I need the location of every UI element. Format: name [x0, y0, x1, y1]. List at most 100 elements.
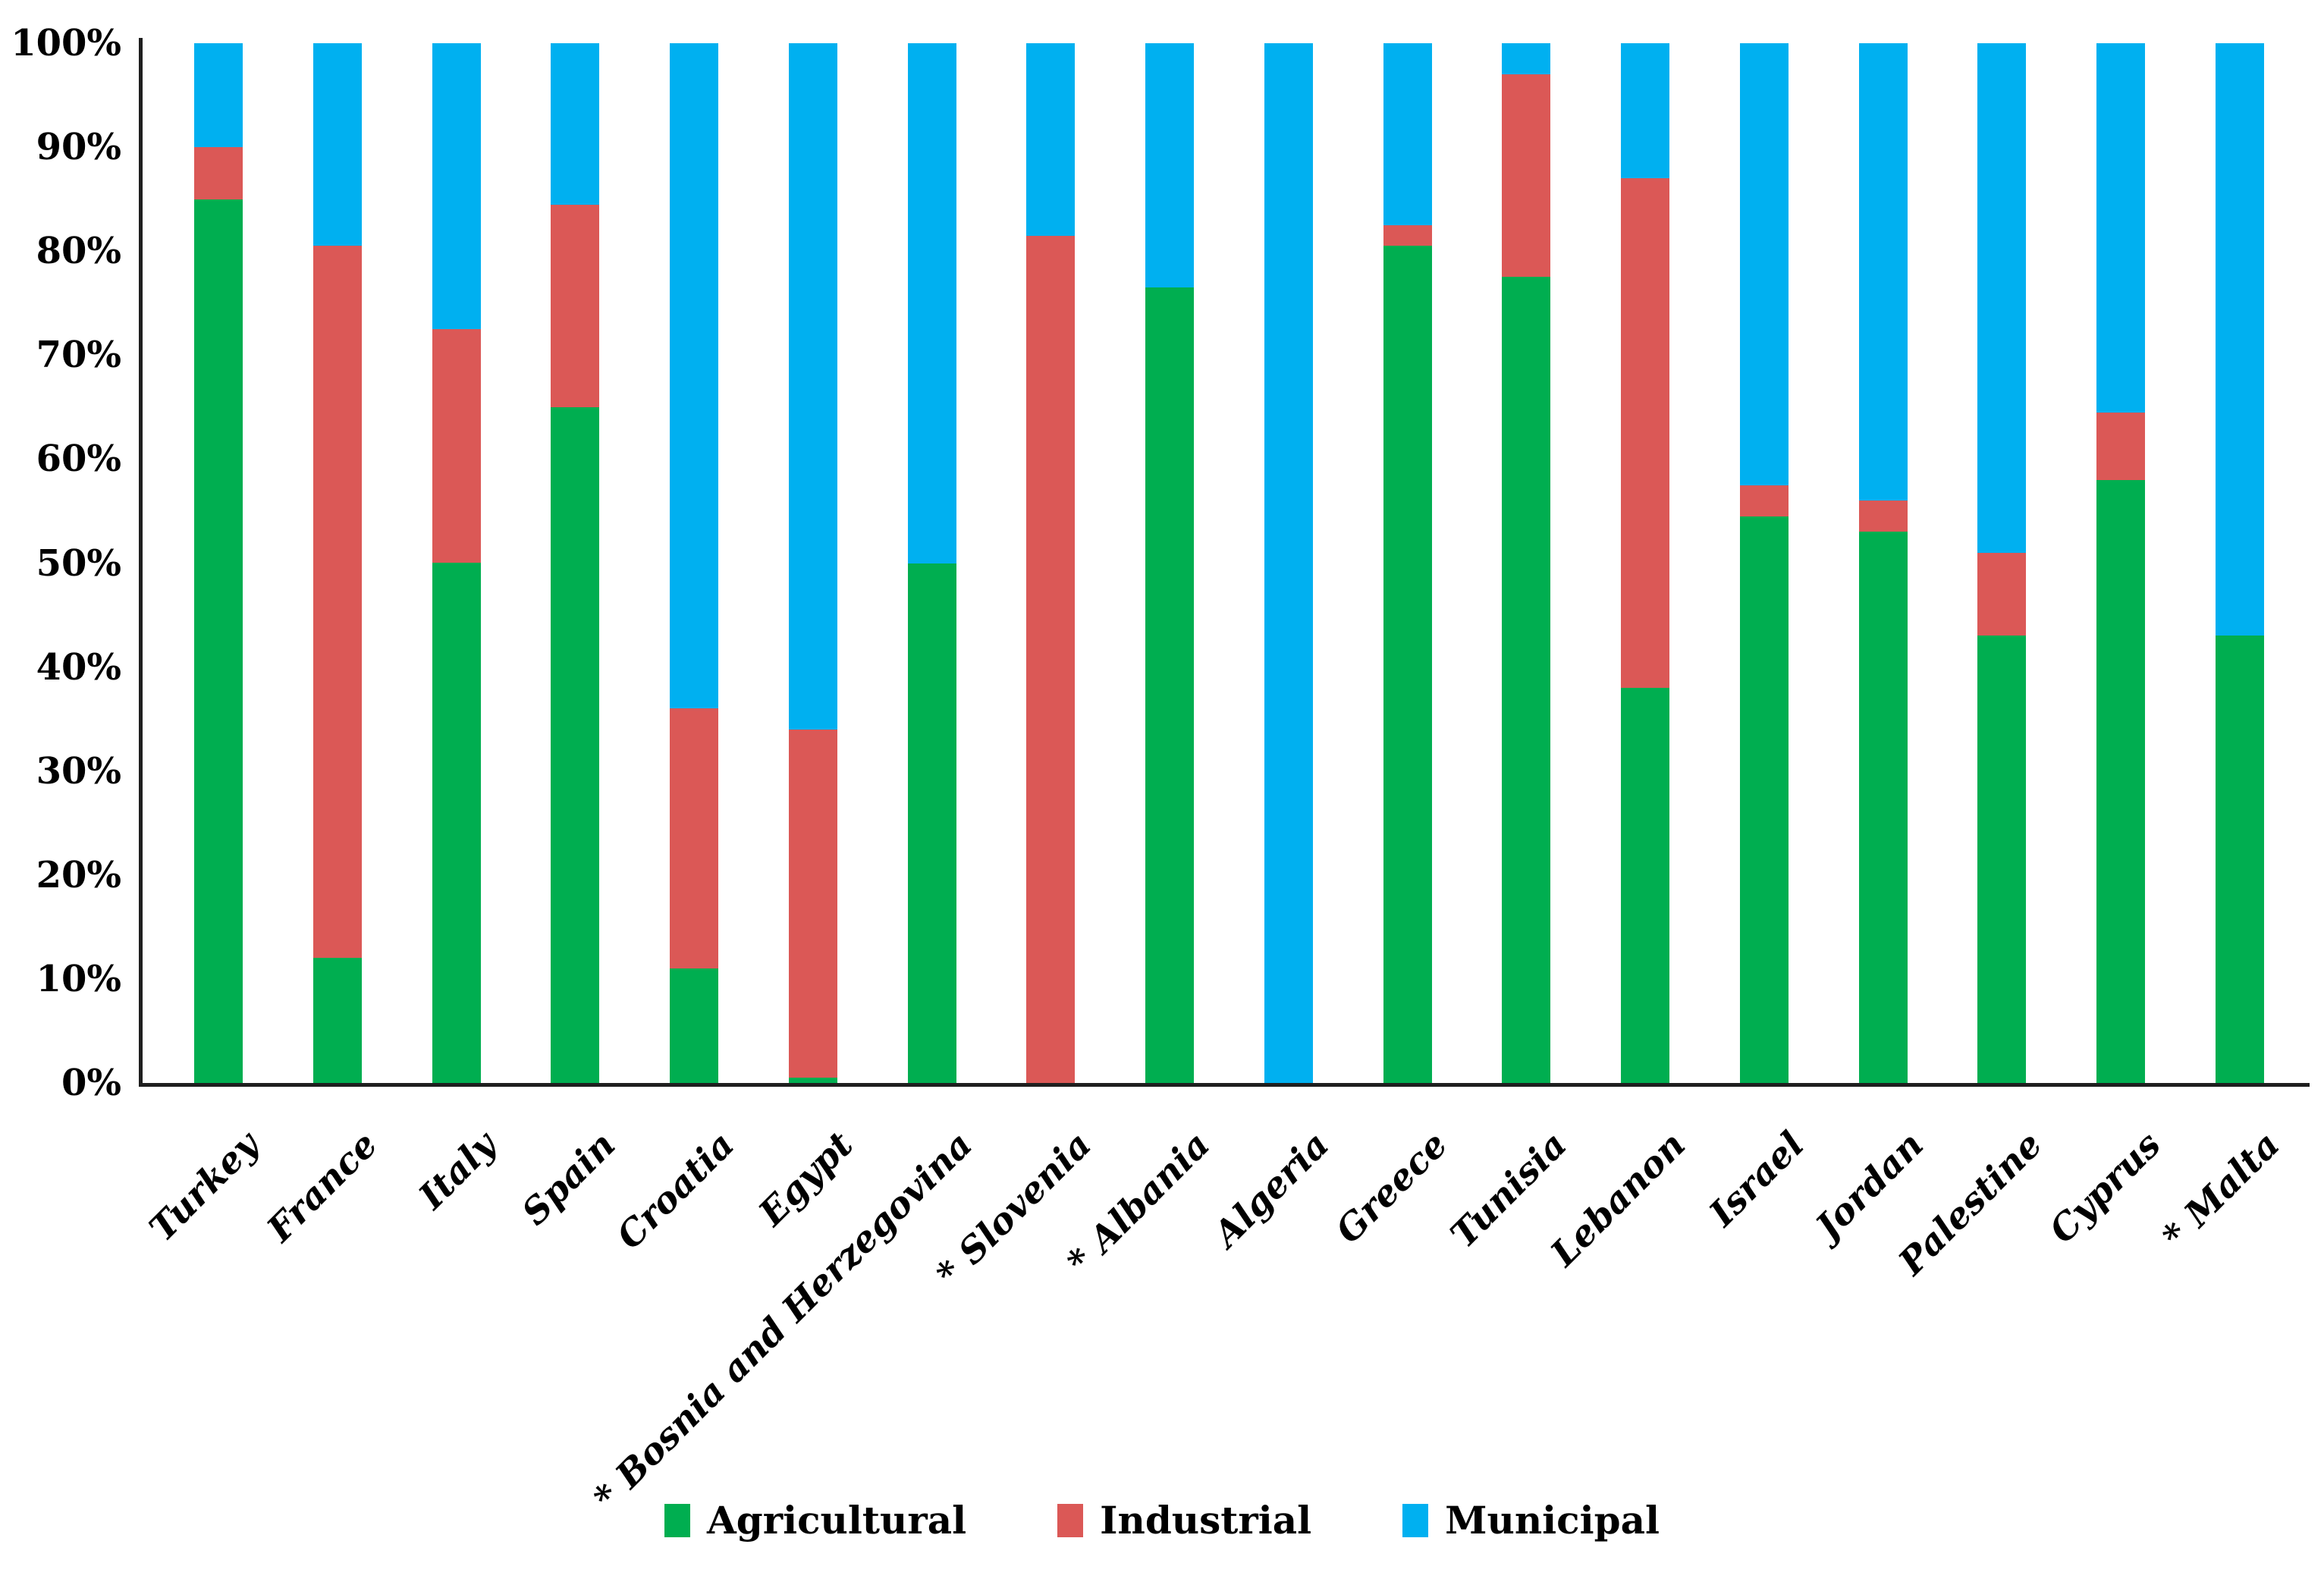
x-category-label: Greece [1328, 1124, 1456, 1252]
segment-industrial-11 [1383, 224, 1432, 246]
y-tick-label-100: 100% [11, 22, 121, 64]
segment-municipal-2 [312, 43, 362, 246]
segment-agricultural-11 [1383, 246, 1432, 1083]
legend-item-municipal: Municipal [1402, 1498, 1660, 1543]
segment-agricultural-16 [1977, 636, 2027, 1083]
segment-municipal-17 [2096, 43, 2146, 413]
segment-agricultural-1 [194, 199, 243, 1083]
y-tick-label-10: 10% [36, 957, 121, 1000]
legend-label-agricultural: Agricultural [707, 1498, 967, 1543]
segment-agricultural-2 [312, 958, 362, 1083]
bar-israel [1739, 43, 1789, 1083]
bar-slovenia [1026, 43, 1076, 1083]
bar-croatia [670, 43, 719, 1083]
bar-algeria [1264, 43, 1313, 1083]
bar-spain [551, 43, 600, 1083]
x-category-label: Turkey [141, 1124, 267, 1250]
segment-municipal-6 [788, 43, 837, 730]
segment-industrial-13 [1621, 178, 1670, 688]
segment-industrial-12 [1502, 74, 1551, 278]
segment-municipal-5 [670, 43, 719, 709]
segment-agricultural-13 [1621, 688, 1670, 1083]
segment-municipal-4 [551, 43, 600, 205]
segment-municipal-16 [1977, 43, 2027, 553]
legend-swatch-municipal [1402, 1503, 1429, 1537]
legend-swatch-agricultural [664, 1503, 691, 1537]
bar-egypt [788, 43, 837, 1083]
segment-municipal-9 [1145, 43, 1195, 288]
bar-lebanon [1621, 43, 1670, 1083]
y-tick-label-30: 30% [36, 749, 121, 793]
bar-turkey [194, 43, 243, 1083]
bar-jordan [1858, 43, 1908, 1083]
segment-municipal-14 [1739, 43, 1789, 485]
segment-industrial-16 [1977, 552, 2027, 636]
segment-agricultural-17 [2096, 479, 2146, 1083]
segment-agricultural-14 [1739, 516, 1789, 1083]
segment-industrial-5 [670, 708, 719, 969]
segment-agricultural-15 [1858, 532, 1908, 1083]
x-category-label: Cyprus [2041, 1124, 2170, 1252]
bar-malta [2215, 43, 2264, 1083]
x-axis-baseline [139, 1083, 2310, 1087]
segment-municipal-15 [1858, 43, 1908, 501]
x-category-label: Croatia [608, 1124, 743, 1258]
segment-municipal-12 [1502, 43, 1551, 75]
y-tick-label-50: 50% [36, 541, 121, 585]
segment-agricultural-3 [432, 563, 481, 1083]
segment-industrial-15 [1858, 501, 1908, 532]
y-tick-label-60: 60% [36, 438, 121, 481]
x-category-label: Jordan [1807, 1124, 1932, 1248]
chart-legend: Agricultural Industrial Municipal [0, 1498, 2324, 1543]
y-tick-label-80: 80% [36, 230, 121, 273]
bar-italy [432, 43, 481, 1083]
legend-label-municipal: Municipal [1445, 1498, 1660, 1543]
segment-industrial-1 [194, 147, 243, 199]
x-category-label: Italy [411, 1124, 505, 1218]
x-category-label: Egypt [751, 1124, 862, 1235]
segment-municipal-10 [1264, 43, 1313, 1083]
y-tick-label-20: 20% [36, 853, 121, 896]
x-category-label: * Malta [2155, 1124, 2288, 1257]
segment-agricultural-6 [788, 1078, 837, 1083]
bar-albania [1145, 43, 1195, 1083]
bar-palestine [1977, 43, 2027, 1083]
segment-industrial-8 [1026, 235, 1076, 1083]
segment-industrial-17 [2096, 412, 2146, 480]
x-category-label: France [259, 1124, 386, 1251]
y-tick-label-0: 0% [61, 1062, 121, 1104]
segment-municipal-8 [1026, 43, 1076, 236]
y-tick-label-70: 70% [36, 334, 121, 377]
segment-industrial-6 [788, 729, 837, 1078]
legend-label-industrial: Industrial [1100, 1498, 1312, 1543]
segment-municipal-1 [194, 43, 243, 148]
segment-agricultural-12 [1502, 277, 1551, 1083]
legend-swatch-industrial [1057, 1503, 1084, 1537]
x-category-label: Spain [513, 1124, 624, 1234]
segment-agricultural-18 [2215, 636, 2264, 1083]
segment-industrial-3 [432, 329, 481, 563]
y-tick-label-40: 40% [36, 645, 121, 689]
segment-agricultural-7 [907, 563, 956, 1083]
legend-item-agricultural: Agricultural [664, 1498, 966, 1543]
bar-bosnia-and-herzegovina [907, 43, 956, 1083]
bar-greece [1383, 43, 1432, 1083]
segment-municipal-13 [1621, 43, 1670, 179]
segment-municipal-3 [432, 43, 481, 330]
x-category-label: Israel [1701, 1124, 1813, 1235]
segment-municipal-7 [907, 43, 956, 563]
y-axis-line [139, 38, 143, 1087]
segment-industrial-14 [1739, 485, 1789, 516]
segment-municipal-18 [2215, 43, 2264, 636]
bar-france [312, 43, 362, 1083]
bar-cyprus [2096, 43, 2146, 1083]
segment-industrial-2 [312, 246, 362, 959]
segment-agricultural-4 [551, 406, 600, 1083]
segment-agricultural-5 [670, 968, 719, 1083]
bar-tunisia [1502, 43, 1551, 1083]
segment-industrial-4 [551, 204, 600, 407]
x-category-label: Algeria [1205, 1124, 1337, 1256]
segment-municipal-11 [1383, 43, 1432, 225]
legend-item-industrial: Industrial [1057, 1498, 1311, 1543]
